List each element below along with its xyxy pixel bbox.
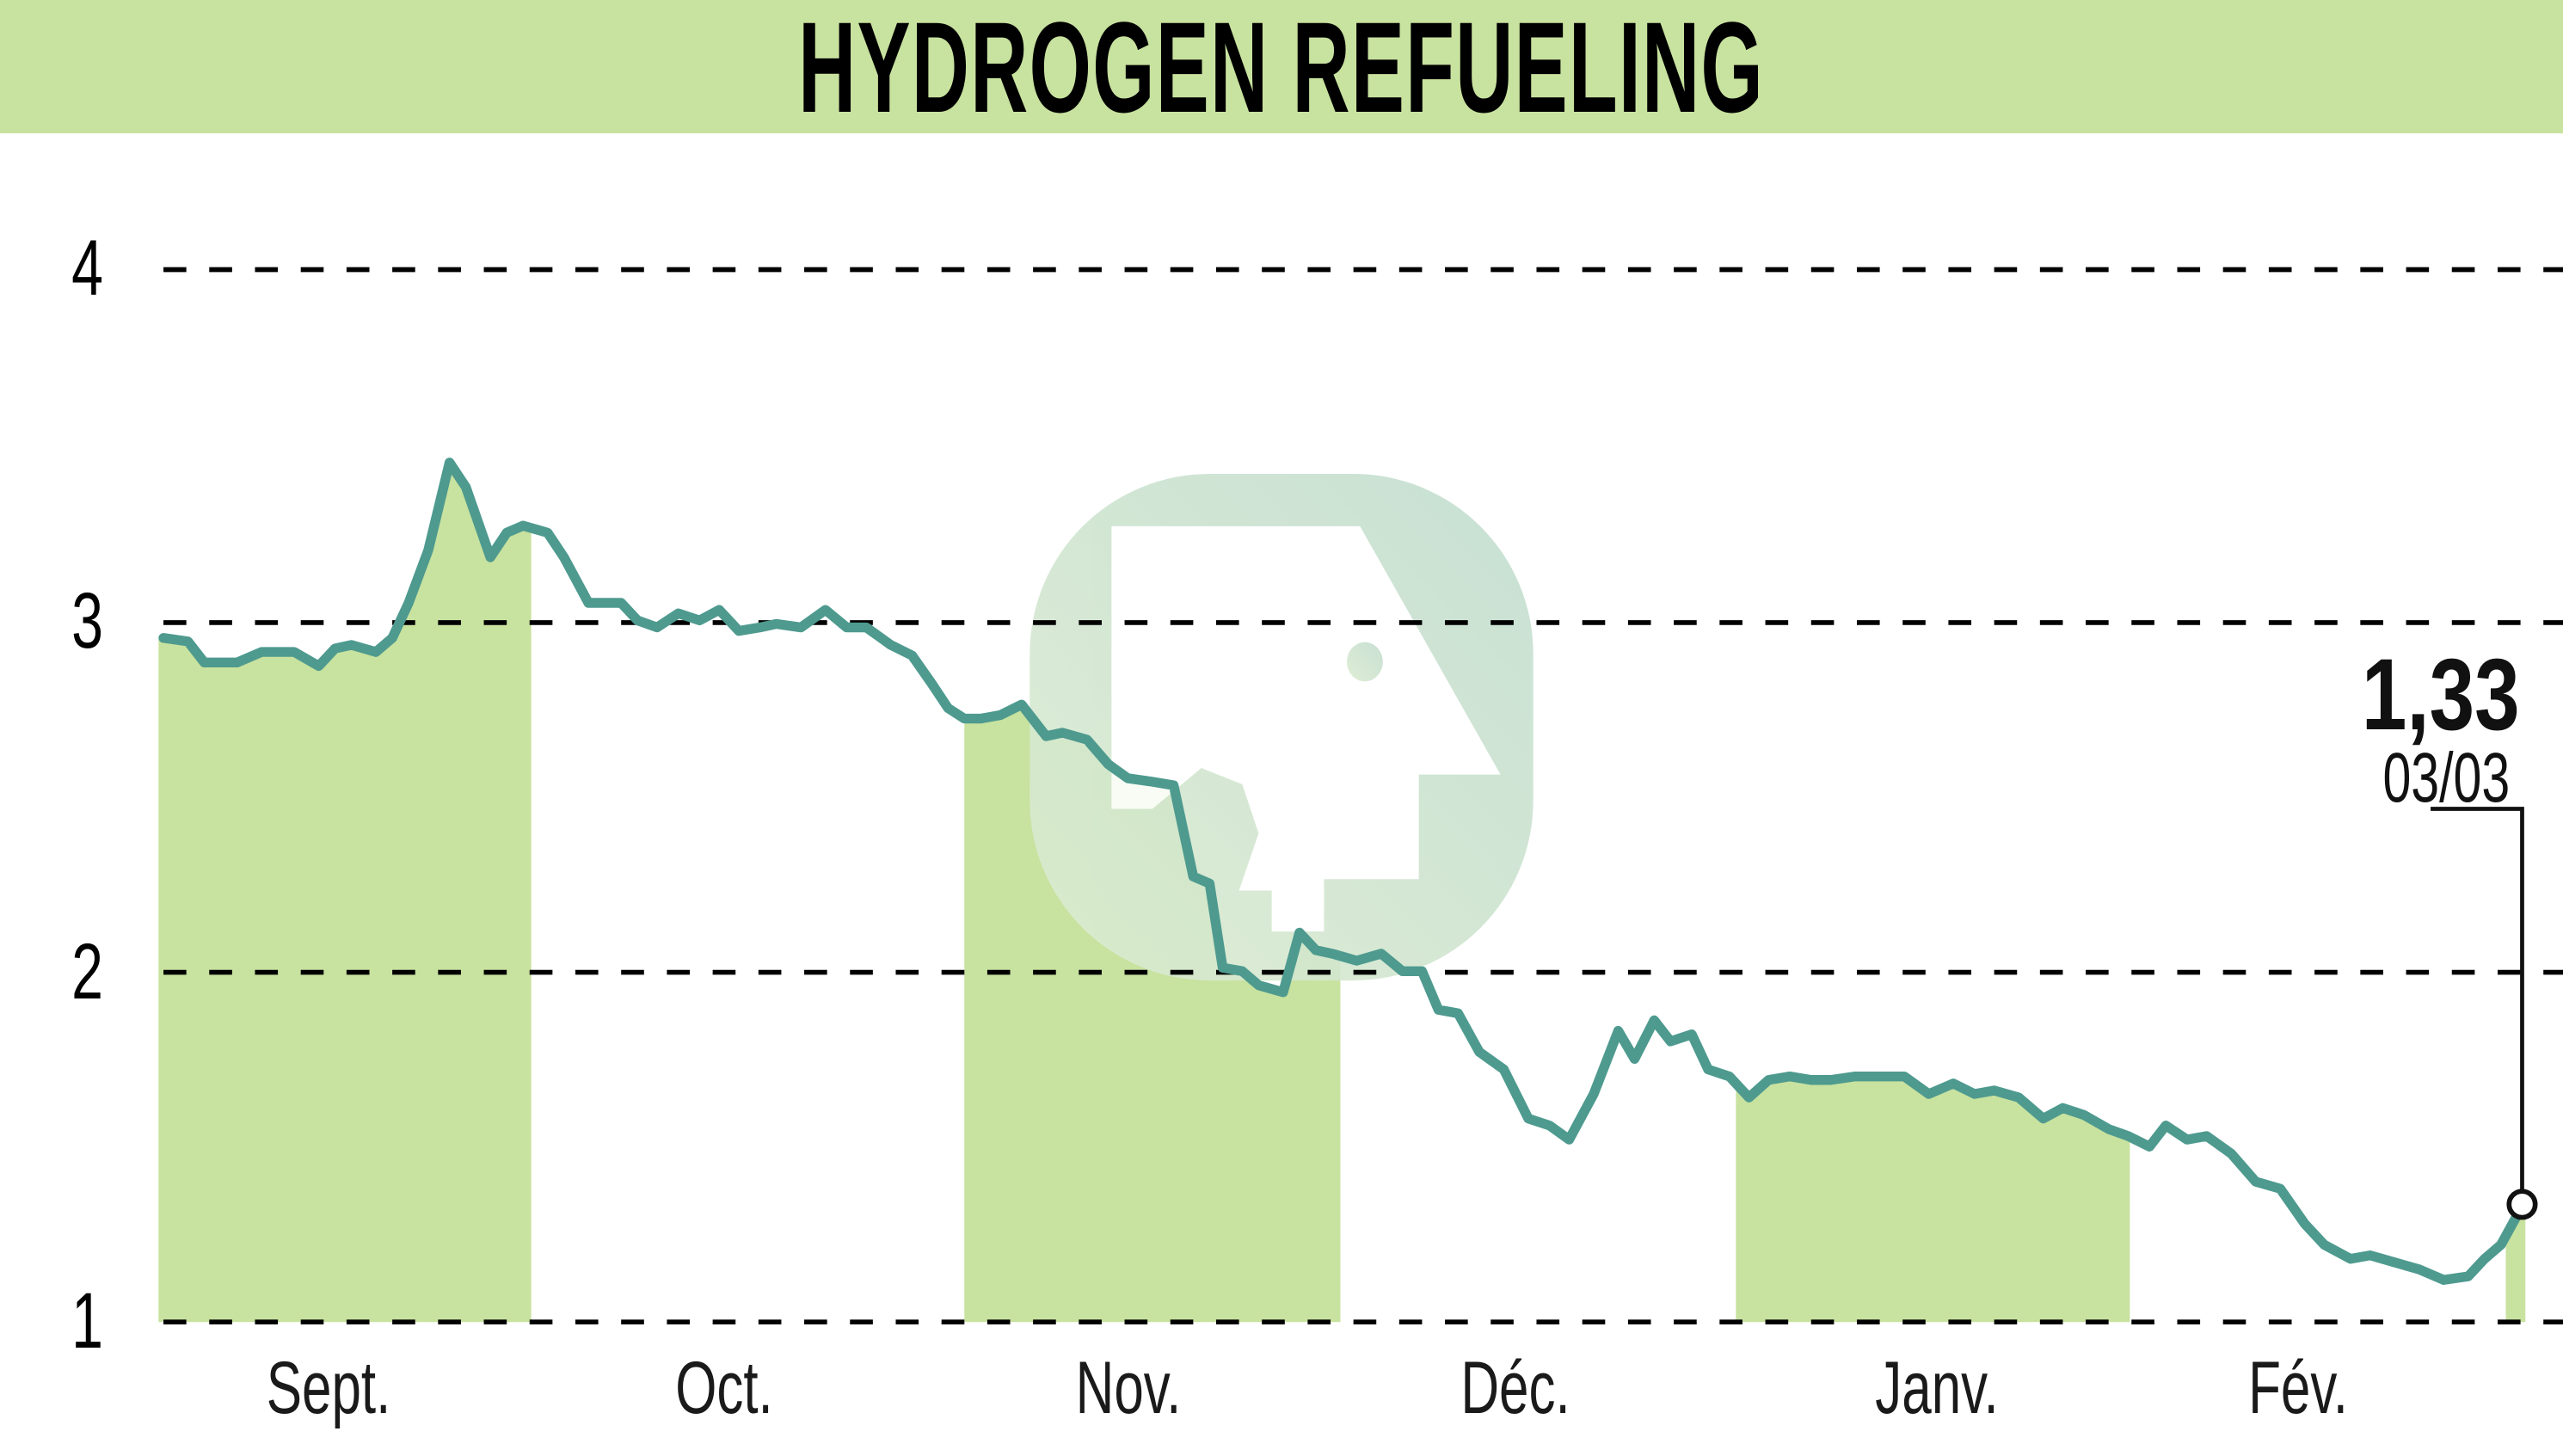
y-tick-4: 4 (71, 224, 103, 312)
y-tick-1: 1 (71, 1277, 103, 1365)
x-tick-dec: Déc. (1460, 1347, 1570, 1429)
chart-title: HYDROGEN REFUELING (0, 0, 2563, 133)
price-line (158, 458, 2528, 1285)
callout-leader (2431, 807, 2524, 1194)
x-tick-oct: Oct. (675, 1347, 773, 1429)
last-point-marker[interactable] (2506, 1189, 2538, 1220)
watermark-logo-icon (1030, 474, 1533, 981)
x-tick-sept: Sept. (266, 1347, 391, 1429)
x-tick-janv: Janv. (1875, 1347, 1999, 1429)
chart-title-text: HYDROGEN REFUELING (798, 0, 1765, 139)
title-banner (0, 0, 2563, 133)
area-fill (158, 462, 2526, 1323)
gridlines (163, 267, 2563, 1325)
last-date-label: 03/03 (2382, 739, 2510, 817)
x-tick-fev: Fév. (2248, 1347, 2348, 1429)
y-tick-3: 3 (71, 577, 103, 665)
month-bands (158, 462, 2526, 1323)
x-tick-nov: Nov. (1075, 1347, 1182, 1429)
last-value-label: 1,33 (2362, 638, 2520, 752)
y-tick-2: 2 (71, 928, 103, 1016)
